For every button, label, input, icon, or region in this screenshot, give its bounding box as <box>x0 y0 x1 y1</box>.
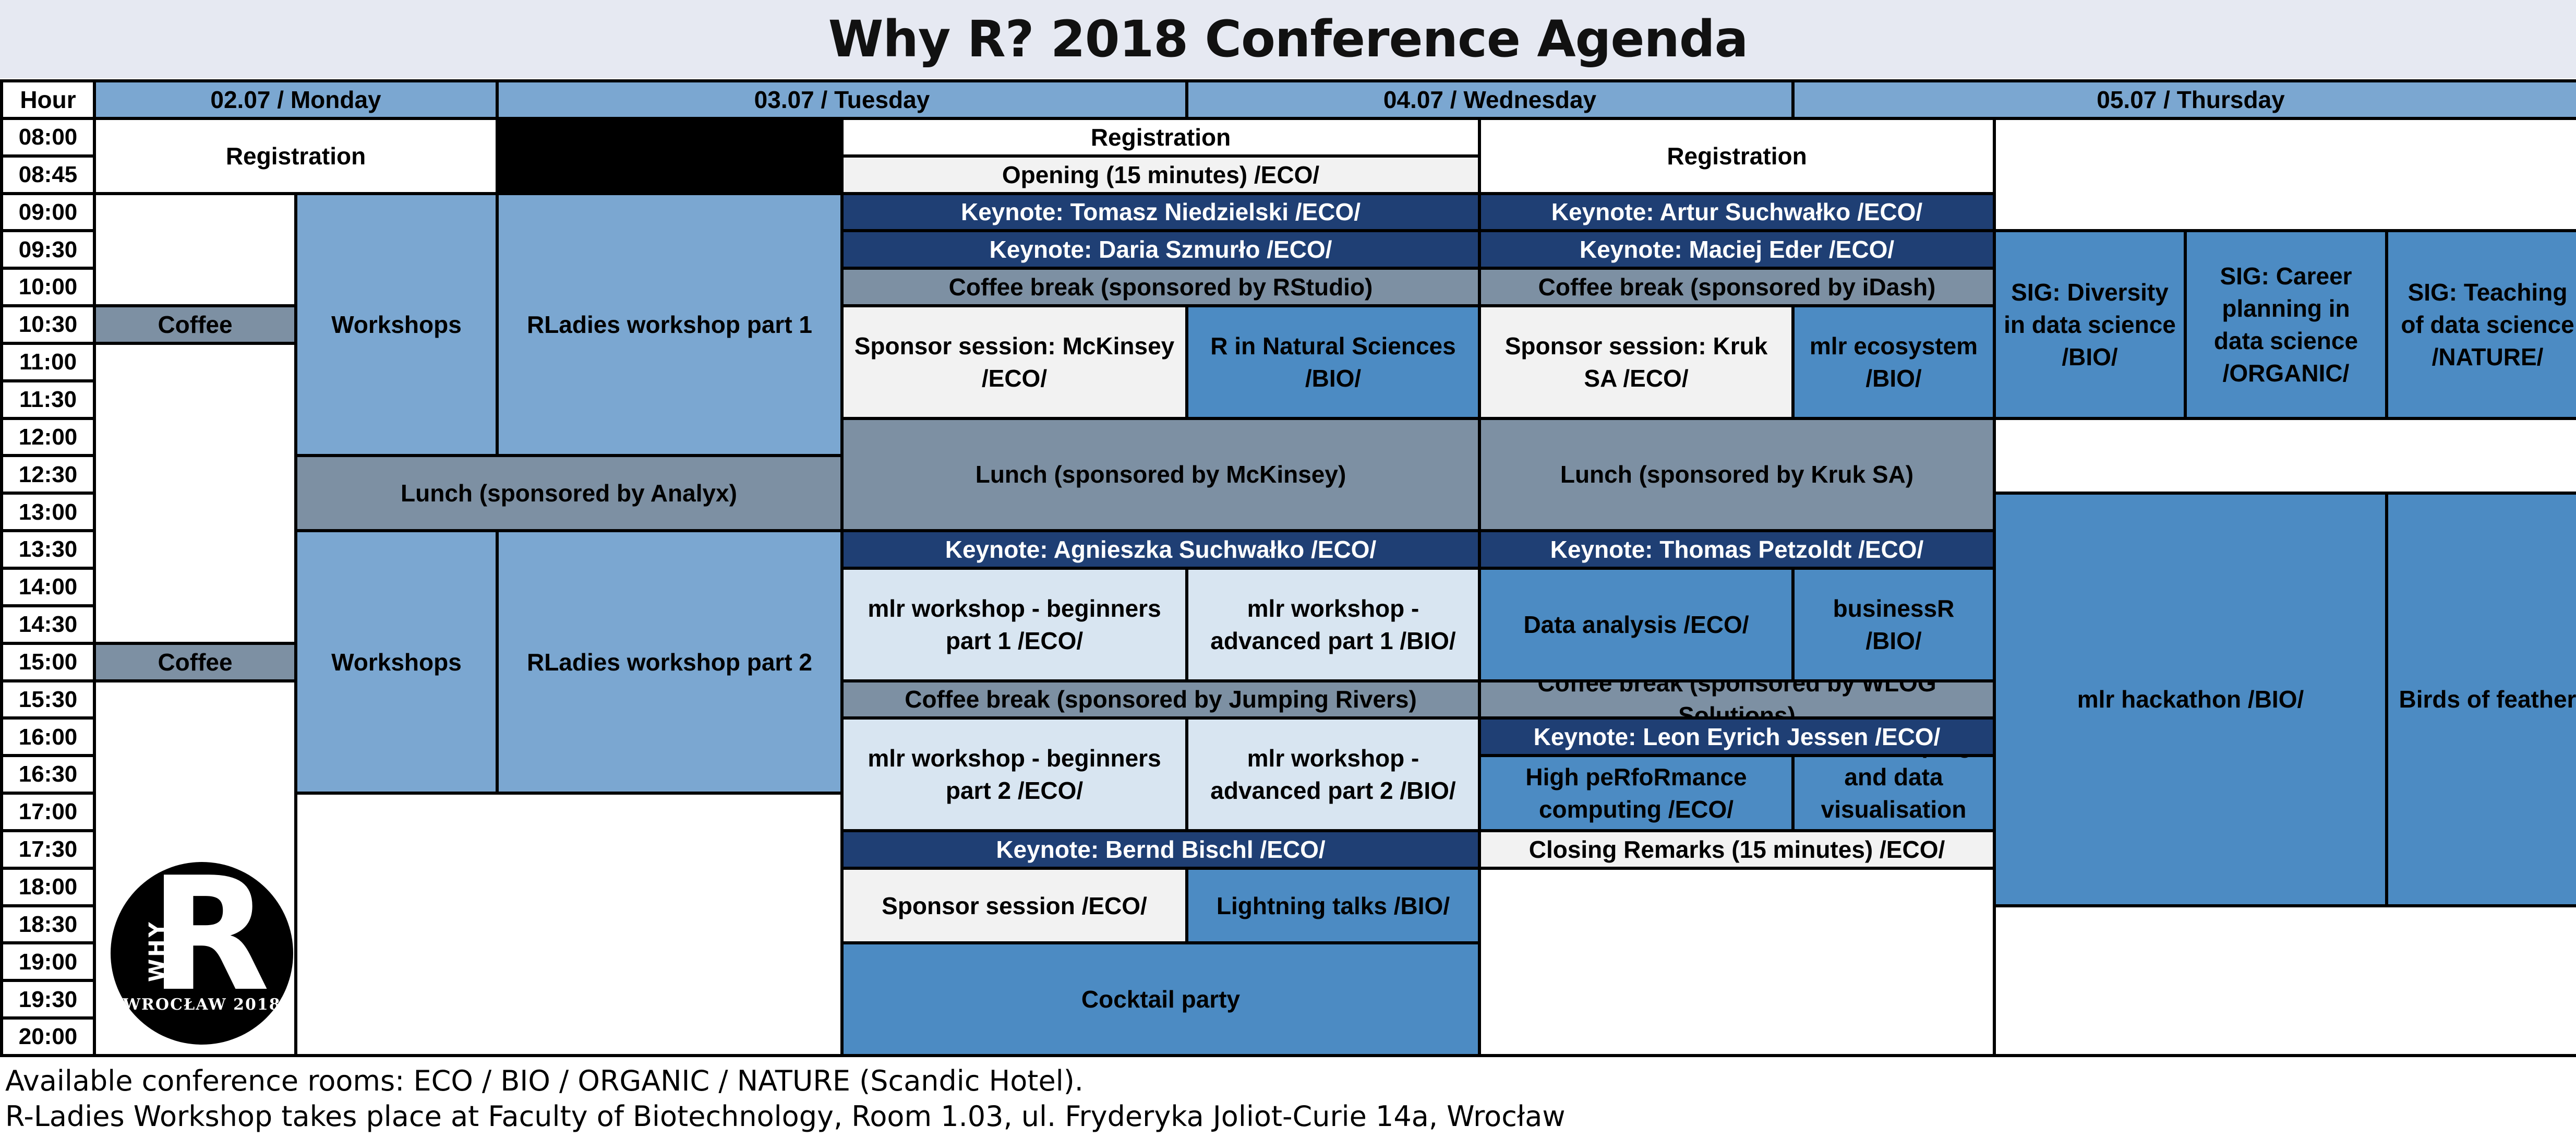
hour-label: 16:30 <box>3 757 93 792</box>
hour-label: 13:30 <box>3 532 93 567</box>
hour-label: 09:00 <box>3 195 93 230</box>
tuesday-keynote-1: Keynote: Tomasz Niedzielski /ECO/ <box>844 195 1478 230</box>
monday-lunch: Lunch (sponsored by Analyx) <box>297 457 840 530</box>
hour-label: 14:00 <box>3 569 93 604</box>
monday-empty <box>297 795 840 1054</box>
wednesday-mlr-ecosystem: mlr ecosystem /BIO/ <box>1795 307 1993 417</box>
monday-registration: Registration <box>96 119 496 192</box>
hour-label: 15:30 <box>3 682 93 717</box>
logo-city-text: WROCŁAW 2018 <box>123 996 281 1014</box>
hour-label: 17:30 <box>3 832 93 867</box>
wednesday-webscraping: Web scraping and data visualisation /BIO… <box>1795 757 1993 829</box>
hour-label: 09:30 <box>3 232 93 267</box>
tuesday-opening: Opening (15 minutes) /ECO/ <box>844 157 1478 192</box>
wednesday-lunch: Lunch (sponsored by Kruk SA) <box>1481 420 1993 530</box>
tuesday-lightning: Lightning talks /BIO/ <box>1188 869 1478 942</box>
thursday-hackathon: mlr hackathon /BIO/ <box>1996 495 2385 904</box>
tuesday-natural-sciences: R in Natural Sciences /BIO/ <box>1188 307 1478 417</box>
hour-label: 20:00 <box>3 1020 93 1054</box>
wednesday-sponsor: Sponsor session: Kruk SA /ECO/ <box>1481 307 1791 417</box>
wednesday-keynote-3: Keynote: Thomas Petzoldt /ECO/ <box>1481 532 1993 567</box>
hour-label: 11:30 <box>3 382 93 417</box>
footer-rladies-note: R-Ladies Workshop takes place at Faculty… <box>5 1100 1566 1133</box>
hour-label: 15:00 <box>3 644 93 679</box>
wednesday-keynote-2: Keynote: Maciej Eder /ECO/ <box>1481 232 1993 267</box>
wednesday-closing: Closing Remarks (15 minutes) /ECO/ <box>1481 832 1993 867</box>
tuesday-mlr-advanced-2: mlr workshop - advanced part 2 /BIO/ <box>1188 720 1478 829</box>
thursday-empty <box>1996 907 2576 1054</box>
tuesday-lunch: Lunch (sponsored by McKinsey) <box>844 420 1478 530</box>
monday-empty <box>96 195 294 305</box>
monday-empty <box>96 344 294 642</box>
thursday-empty <box>1996 119 2576 230</box>
tuesday-sponsor-2: Sponsor session /ECO/ <box>844 869 1185 942</box>
monday-workshops-1: Workshops <box>297 195 496 454</box>
tuesday-mlr-advanced-1: mlr workshop - advanced part 1 /BIO/ <box>1188 569 1478 679</box>
hour-label: 12:30 <box>3 457 93 492</box>
tuesday-mlr-beginners-1: mlr workshop - beginners part 1 /ECO/ <box>844 569 1185 679</box>
header-thursday: 05.07 / Thursday <box>1795 82 2576 117</box>
hour-label: 14:30 <box>3 607 93 642</box>
monday-rladies-1: RLadies workshop part 1 <box>499 195 840 454</box>
wednesday-registration: Registration <box>1481 119 1993 192</box>
monday-coffee-2: Coffee <box>96 644 294 679</box>
wednesday-keynote-4: Keynote: Leon Eyrich Jessen /ECO/ <box>1481 720 1993 754</box>
hour-label: 19:00 <box>3 944 93 979</box>
tuesday-keynote-3: Keynote: Agnieszka Suchwałko /ECO/ <box>844 532 1478 567</box>
hour-label: 19:30 <box>3 982 93 1017</box>
wednesday-data-analysis: Data analysis /ECO/ <box>1481 569 1791 679</box>
page-title: Why R? 2018 Conference Agenda <box>828 10 1749 68</box>
hour-label: 13:00 <box>3 495 93 530</box>
monday-rladies-2: RLadies workshop part 2 <box>499 532 840 792</box>
wednesday-hpc: High peRfoRmance computing /ECO/ <box>1481 757 1791 829</box>
thursday-sig-diversity: SIG: Diversity in data science /BIO/ <box>1996 232 2184 417</box>
agenda-grid: Hour 02.07 / Monday 03.07 / Tuesday 04.0… <box>0 79 2576 1057</box>
hour-label: 18:00 <box>3 869 93 904</box>
hour-label: 10:00 <box>3 270 93 305</box>
hour-label: 08:45 <box>3 157 93 192</box>
tuesday-sponsor-1: Sponsor session: McKinsey /ECO/ <box>844 307 1185 417</box>
title-bar: Why R? 2018 Conference Agenda <box>0 0 2576 78</box>
wednesday-keynote-1: Keynote: Artur Suchwałko /ECO/ <box>1481 195 1993 230</box>
hour-label: 17:00 <box>3 795 93 829</box>
why-r-logo: WHY R WROCŁAW 2018 <box>111 861 293 1045</box>
header-wednesday: 04.07 / Wednesday <box>1188 82 1791 117</box>
thursday-sig-career: SIG: Career planning in data science /OR… <box>2187 232 2385 417</box>
tuesday-keynote-4: Keynote: Bernd Bischl /ECO/ <box>844 832 1478 867</box>
thursday-birds: Birds of feather <box>2388 495 2576 904</box>
tuesday-registration: Registration <box>844 119 1478 154</box>
hour-label: 10:30 <box>3 307 93 342</box>
wednesday-empty <box>1481 869 1993 1054</box>
hour-label: 08:00 <box>3 119 93 154</box>
header-monday: 02.07 / Monday <box>96 82 496 117</box>
hour-label: 18:30 <box>3 907 93 942</box>
monday-coffee-1: Coffee <box>96 307 294 342</box>
tuesday-keynote-2: Keynote: Daria Szmurło /ECO/ <box>844 232 1478 267</box>
tuesday-mlr-beginners-2: mlr workshop - beginners part 2 /ECO/ <box>844 720 1185 829</box>
monday-workshops-2: Workshops <box>297 532 496 792</box>
wednesday-coffee-1: Coffee break (sponsored by iDash) <box>1481 270 1993 305</box>
logo-r-letter: R <box>149 861 270 1026</box>
wednesday-businessr: businessR /BIO/ <box>1795 569 1993 679</box>
header-tuesday: 03.07 / Tuesday <box>499 82 1185 117</box>
logo-why-text: WHY <box>145 920 169 982</box>
tuesday-coffee-1: Coffee break (sponsored by RStudio) <box>844 270 1478 305</box>
thursday-sig-teaching: SIG: Teaching of data science /NATURE/ <box>2388 232 2576 417</box>
tuesday-coffee-2: Coffee break (sponsored by Jumping River… <box>844 682 1478 717</box>
thursday-empty <box>1996 420 2576 492</box>
monday-logo-area: WHY R WROCŁAW 2018 <box>96 682 294 1054</box>
wednesday-coffee-2: Coffee break (sponsored by WLOG Solution… <box>1481 682 1993 717</box>
header-hour: Hour <box>3 82 93 117</box>
hour-label: 16:00 <box>3 720 93 754</box>
hour-label: 12:00 <box>3 420 93 454</box>
tuesday-cocktail: Cocktail party <box>844 944 1478 1054</box>
footer-rooms-note: Available conference rooms: ECO / BIO / … <box>5 1064 1084 1097</box>
hour-label: 11:00 <box>3 344 93 379</box>
